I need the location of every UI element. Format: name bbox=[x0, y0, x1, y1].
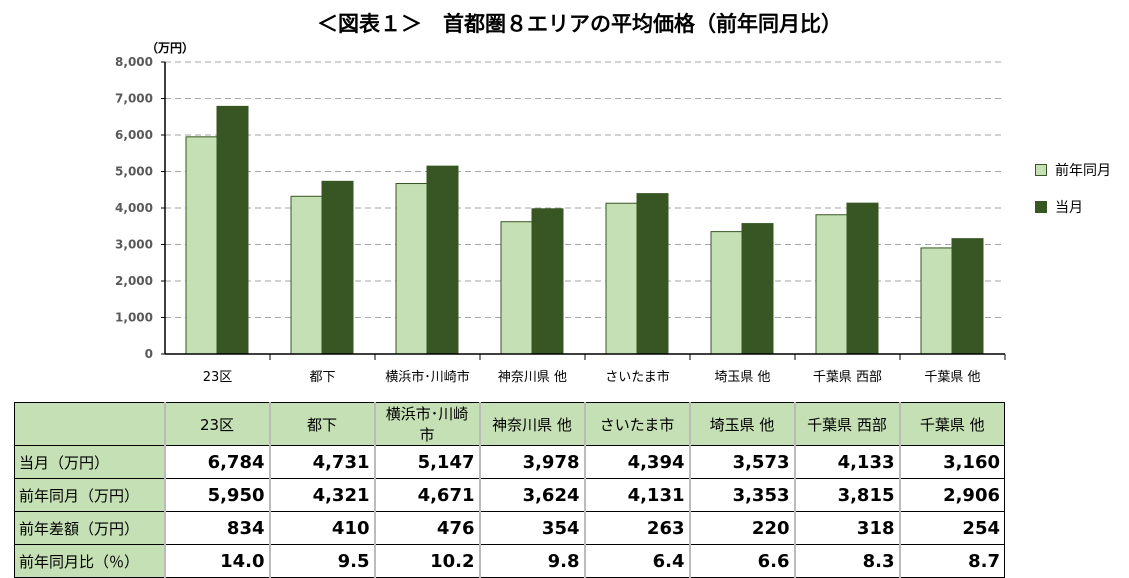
bar-current bbox=[636, 193, 669, 355]
bar-prev bbox=[290, 195, 323, 355]
legend-item-prev: 前年同月 bbox=[1035, 160, 1111, 180]
row-label: 前年同月比（％） bbox=[14, 544, 165, 578]
y-tick-label: 2,000 bbox=[115, 274, 153, 288]
y-tick-label: 5,000 bbox=[115, 165, 153, 179]
data-table: 23区 都下 横浜市･川崎市 神奈川県 他さいたま市 埼玉県 他千葉県 西部 千葉県 他当… bbox=[14, 402, 1005, 578]
table-cell: 4,133 bbox=[793, 445, 901, 479]
table-row: 前年同月（万円） 5,950 4,321 4,671 3,624 4,131 3,353 3,… bbox=[14, 478, 1005, 512]
y-tick-label: 8,000 bbox=[115, 55, 153, 69]
legend: 前年同月 当月 bbox=[1035, 160, 1111, 234]
column-header: さいたま市 bbox=[583, 402, 691, 446]
table-cell: 3,815 bbox=[793, 478, 901, 512]
legend-label: 当月 bbox=[1055, 200, 1083, 216]
legend-label: 前年同月 bbox=[1055, 163, 1111, 179]
table-cell: 6.4 bbox=[583, 544, 691, 578]
bar-prev bbox=[920, 247, 953, 355]
legend-item-current: 当月 bbox=[1035, 197, 1111, 217]
x-tick-label: 千葉県 西部 bbox=[813, 370, 882, 385]
table-cell: 220 bbox=[688, 511, 796, 545]
bar-current bbox=[951, 238, 984, 355]
bar-current bbox=[531, 208, 564, 355]
column-header: 23区 bbox=[163, 402, 271, 446]
table-cell: 2,906 bbox=[898, 478, 1005, 512]
table-cell: 476 bbox=[373, 511, 481, 545]
table-cell: 8.3 bbox=[793, 544, 901, 578]
column-header: 埼玉県 他 bbox=[688, 402, 796, 446]
x-tick-label: 都下 bbox=[309, 370, 335, 385]
row-label: 前年同月（万円） bbox=[14, 478, 165, 512]
table-row: 前年差額（万円） 834 410 476 354 263 220 318 254 bbox=[14, 511, 1005, 545]
table-cell: 4,731 bbox=[268, 445, 376, 479]
corner-cell bbox=[14, 402, 165, 446]
bar-current bbox=[741, 223, 774, 355]
y-tick-label: 1,000 bbox=[115, 311, 153, 325]
table-cell: 4,671 bbox=[373, 478, 481, 512]
table-cell: 263 bbox=[583, 511, 691, 545]
bar-prev bbox=[185, 136, 218, 355]
table-cell: 5,147 bbox=[373, 445, 481, 479]
row-label: 当月（万円） bbox=[14, 445, 165, 479]
y-tick-label: 6,000 bbox=[115, 128, 153, 142]
y-axis-unit: （万円） bbox=[146, 40, 194, 55]
table-cell: 3,624 bbox=[478, 478, 586, 512]
table-row: 当月（万円） 6,784 4,731 5,147 3,978 4,394 3,573 4,13… bbox=[14, 445, 1005, 479]
table-cell: 5,950 bbox=[163, 478, 271, 512]
table-cell: 3,573 bbox=[688, 445, 796, 479]
table-cell: 6.6 bbox=[688, 544, 796, 578]
table-cell: 834 bbox=[163, 511, 271, 545]
table-cell: 354 bbox=[478, 511, 586, 545]
table-cell: 10.2 bbox=[373, 544, 481, 578]
legend-swatch bbox=[1035, 164, 1047, 176]
column-header: 横浜市･川崎市 bbox=[373, 402, 481, 446]
table-header-row: 23区 都下 横浜市･川崎市 神奈川県 他さいたま市 埼玉県 他千葉県 西部 千葉県 他 bbox=[14, 402, 1005, 446]
table-cell: 4,131 bbox=[583, 478, 691, 512]
column-header: 都下 bbox=[268, 402, 376, 446]
bar-current bbox=[426, 165, 459, 355]
table-cell: 9.8 bbox=[478, 544, 586, 578]
column-header: 神奈川県 他 bbox=[478, 402, 586, 446]
bar-chart: 0 1,000 2,000 3,000 4,000 5,000 6,000 7,000 8,00… bbox=[115, 40, 1006, 385]
bar-prev bbox=[395, 183, 428, 355]
table-cell: 3,160 bbox=[898, 445, 1005, 479]
table-cell: 9.5 bbox=[268, 544, 376, 578]
bar-prev bbox=[605, 202, 638, 355]
column-header: 千葉県 西部 bbox=[793, 402, 901, 446]
table-cell: 318 bbox=[793, 511, 901, 545]
table-cell: 14.0 bbox=[163, 544, 271, 578]
bar-prev bbox=[815, 214, 848, 355]
legend-swatch bbox=[1035, 201, 1047, 213]
table-cell: 3,353 bbox=[688, 478, 796, 512]
bar-current bbox=[321, 180, 354, 355]
x-tick-label: 23区 bbox=[203, 370, 233, 385]
table-row: 前年同月比（％） 14.0 9.5 10.2 9.8 6.4 6.6 8.3 8.7 bbox=[14, 544, 1005, 578]
bar-current bbox=[216, 105, 249, 355]
table-cell: 3,978 bbox=[478, 445, 586, 479]
x-tick-label: さいたま市 bbox=[605, 369, 670, 385]
table-cell: 4,321 bbox=[268, 478, 376, 512]
table-cell: 8.7 bbox=[898, 544, 1005, 578]
x-tick-label: 千葉県 他 bbox=[924, 370, 980, 385]
y-tick-label: 4,000 bbox=[115, 201, 153, 215]
x-tick-label: 横浜市･川崎市 bbox=[385, 369, 470, 385]
row-label: 前年差額（万円） bbox=[14, 511, 165, 545]
table-cell: 410 bbox=[268, 511, 376, 545]
x-tick-label: 神奈川県 他 bbox=[498, 370, 567, 385]
x-tick-label: 埼玉県 他 bbox=[714, 370, 770, 385]
table-cell: 4,394 bbox=[583, 445, 691, 479]
chart-title: ＜図表１＞ 首都圏８エリアの平均価格（前年同月比） bbox=[317, 12, 842, 36]
column-header: 千葉県 他 bbox=[898, 402, 1005, 446]
y-tick-label: 3,000 bbox=[115, 238, 153, 252]
bar-prev bbox=[500, 221, 533, 355]
bar-prev bbox=[710, 231, 743, 355]
y-tick-label: 7,000 bbox=[115, 92, 153, 106]
table-cell: 6,784 bbox=[163, 445, 271, 479]
bar-current bbox=[846, 202, 879, 355]
y-tick-label: 0 bbox=[145, 347, 153, 361]
table-cell: 254 bbox=[898, 511, 1005, 545]
